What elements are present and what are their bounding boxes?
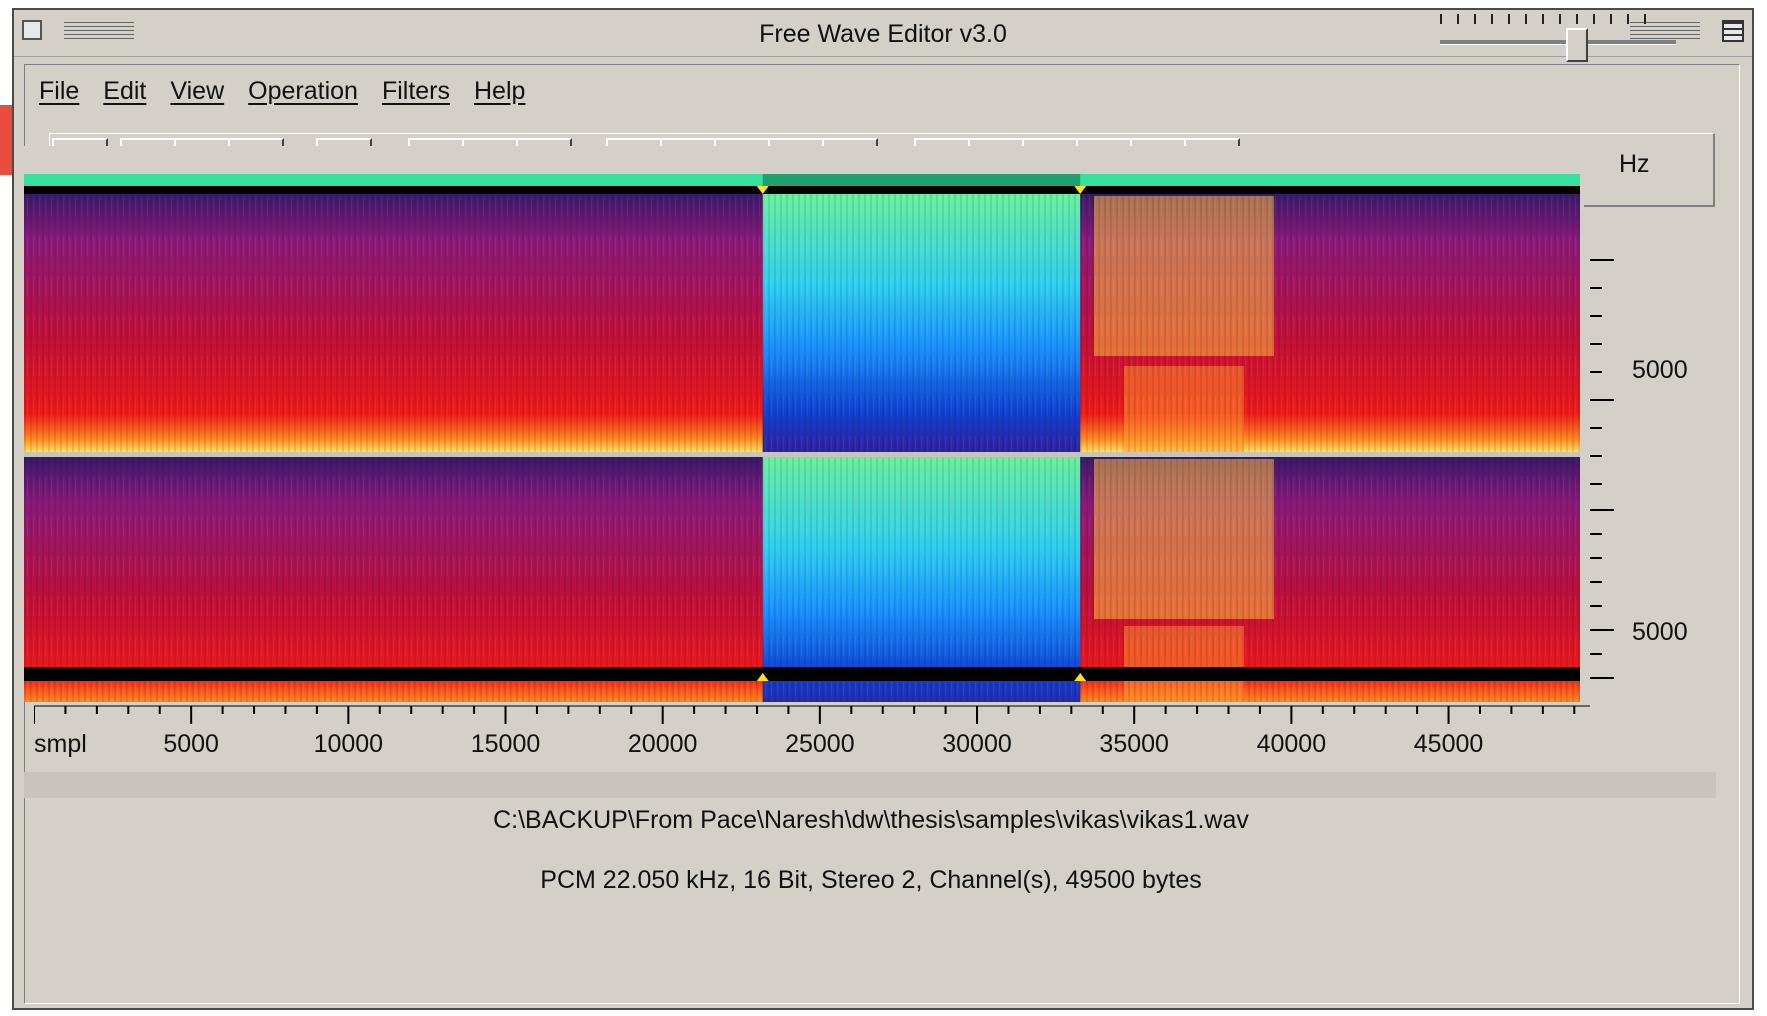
menu-view[interactable]: View — [170, 77, 225, 105]
menu-bar: File Edit View Operation Filters Help — [39, 77, 525, 111]
volume-slider-ticks — [1440, 14, 1650, 24]
bottom-border-strip — [24, 667, 1580, 681]
title-bar-grip-right — [1630, 22, 1700, 40]
sample-axis-tick-label: 45000 — [1414, 730, 1484, 758]
frequency-tick-label-1: 5000 — [1632, 356, 1688, 384]
frequency-unit-label: Hz — [1619, 150, 1650, 178]
file-format-info: PCM 22.050 kHz, 16 Bit, Stereo 2, Channe… — [540, 866, 1202, 894]
channel-1-spectrogram[interactable] — [24, 194, 1580, 452]
frequency-ticks-channel-2 — [1590, 509, 1614, 679]
background-red-edge — [0, 105, 14, 175]
channel-1-texture — [24, 194, 1580, 452]
sample-axis-tick-label: 20000 — [628, 730, 698, 758]
top-border-strip — [24, 186, 1580, 194]
sample-axis: smpl 5000 10000 15000 20000 25000 30000 35000 40… — [34, 705, 1590, 758]
sample-axis-tick-label: 30000 — [942, 730, 1012, 758]
system-menu-icon[interactable] — [22, 20, 42, 40]
channel-divider — [24, 452, 1580, 457]
file-path-text: C:\BACKUP\From Pace\Naresh\dw\thesis\sam… — [493, 806, 1249, 834]
title-bar[interactable]: Free Wave Editor v3.0 — [14, 10, 1752, 57]
frequency-scale: 5000 5000 — [1590, 259, 1688, 679]
menu-filters[interactable]: Filters — [381, 77, 450, 105]
selection-left-marker-bottom[interactable] — [756, 673, 769, 681]
volume-slider-thumb[interactable] — [1565, 28, 1588, 62]
overview-selection — [762, 174, 1081, 186]
menu-edit[interactable]: Edit — [103, 77, 147, 105]
selection-right-marker-bottom[interactable] — [1074, 673, 1087, 681]
horizontal-scrollbar[interactable] — [24, 772, 1716, 798]
menu-operation[interactable]: Operation — [248, 77, 358, 105]
sample-axis-unit-label: smpl — [34, 730, 87, 758]
volume-slider-track[interactable] — [1440, 40, 1676, 45]
spectrogram-view[interactable] — [24, 146, 1584, 702]
selection-markers[interactable] — [756, 186, 1087, 681]
selection-left-marker-top[interactable] — [756, 186, 769, 194]
sample-axis-tick-label: 10000 — [314, 730, 384, 758]
channel-2-texture — [24, 457, 1580, 702]
menu-file[interactable]: File — [39, 77, 80, 105]
window-title: Free Wave Editor v3.0 — [759, 20, 1007, 48]
sample-axis-tick-label: 40000 — [1257, 730, 1327, 758]
sample-axis-tick-label: 5000 — [163, 730, 219, 758]
sample-axis-tick-label: 25000 — [785, 730, 855, 758]
title-bar-grip-left — [64, 22, 134, 40]
frequency-tick-label-2: 5000 — [1632, 618, 1688, 646]
frequency-ticks-channel-1 — [1590, 259, 1614, 485]
selection-right-marker-top[interactable] — [1074, 186, 1087, 194]
menu-help[interactable]: Help — [474, 77, 526, 105]
channel-2-spectrogram[interactable] — [24, 457, 1580, 702]
maximize-icon[interactable] — [1722, 20, 1744, 42]
sample-axis-tick-label: 15000 — [471, 730, 541, 758]
sample-axis-tick-label: 35000 — [1099, 730, 1169, 758]
